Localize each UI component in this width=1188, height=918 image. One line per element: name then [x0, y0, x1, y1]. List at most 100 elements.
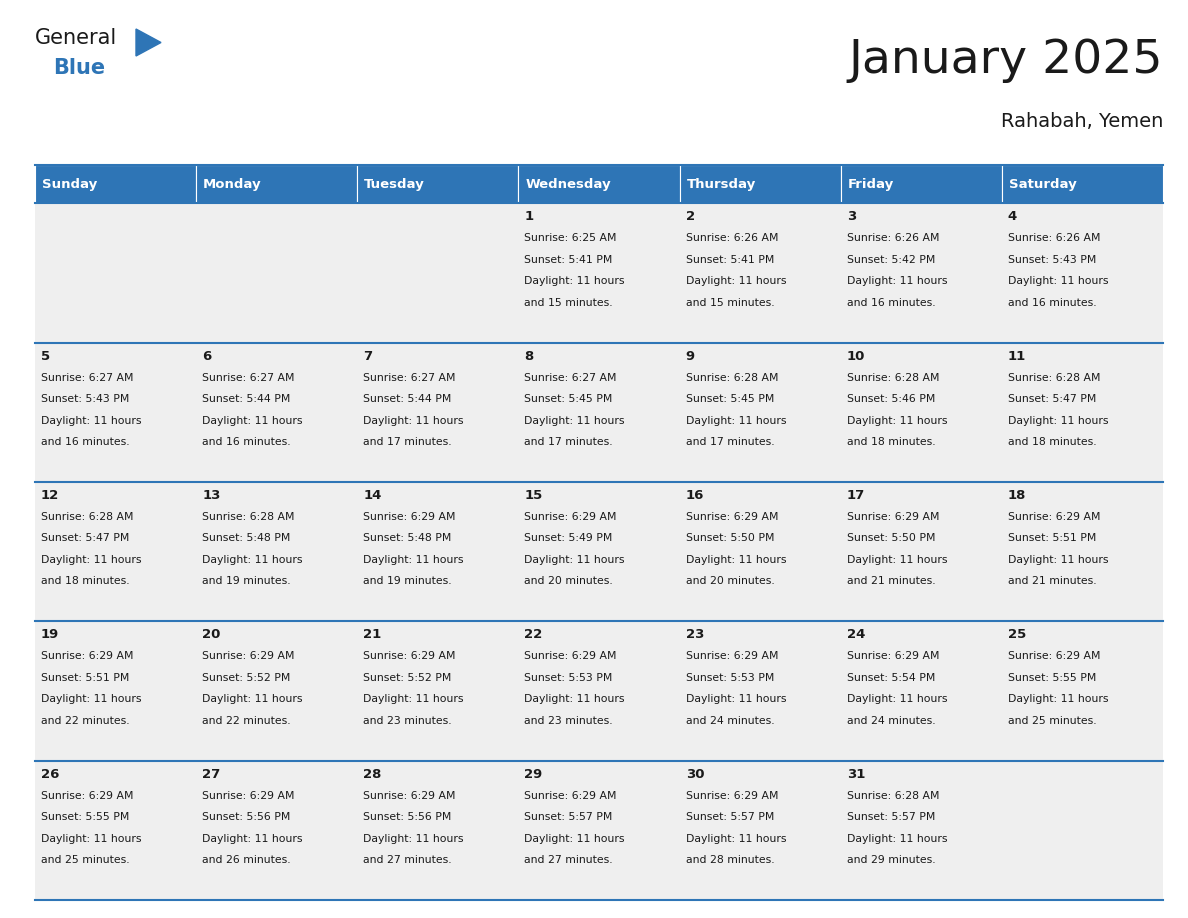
Text: 11: 11	[1007, 350, 1026, 363]
Text: January 2025: January 2025	[848, 38, 1163, 83]
Text: Daylight: 11 hours: Daylight: 11 hours	[847, 276, 947, 286]
Text: Daylight: 11 hours: Daylight: 11 hours	[42, 834, 141, 844]
Text: 30: 30	[685, 767, 704, 780]
Text: Sunset: 5:46 PM: Sunset: 5:46 PM	[847, 394, 935, 404]
Text: Sunset: 5:54 PM: Sunset: 5:54 PM	[847, 673, 935, 683]
Bar	[358, 621, 518, 761]
Text: Daylight: 11 hours: Daylight: 11 hours	[364, 834, 463, 844]
Bar	[680, 203, 841, 342]
Text: and 21 minutes.: and 21 minutes.	[1007, 577, 1097, 587]
Text: 2: 2	[685, 210, 695, 223]
Text: and 15 minutes.: and 15 minutes.	[685, 297, 775, 308]
Bar	[841, 621, 1001, 761]
Text: Daylight: 11 hours: Daylight: 11 hours	[847, 834, 947, 844]
Bar	[518, 761, 680, 900]
Bar	[1001, 342, 1163, 482]
Text: Daylight: 11 hours: Daylight: 11 hours	[847, 416, 947, 426]
Text: and 23 minutes.: and 23 minutes.	[364, 716, 451, 726]
Bar	[196, 621, 358, 761]
Text: and 24 minutes.: and 24 minutes.	[685, 716, 775, 726]
Text: 20: 20	[202, 628, 221, 642]
Text: Daylight: 11 hours: Daylight: 11 hours	[202, 694, 303, 704]
Bar	[841, 482, 1001, 621]
Text: Sunset: 5:53 PM: Sunset: 5:53 PM	[685, 673, 773, 683]
Text: Daylight: 11 hours: Daylight: 11 hours	[685, 555, 786, 565]
Text: Daylight: 11 hours: Daylight: 11 hours	[364, 694, 463, 704]
Bar	[358, 482, 518, 621]
Text: and 29 minutes.: and 29 minutes.	[847, 856, 935, 865]
Text: and 19 minutes.: and 19 minutes.	[364, 577, 451, 587]
Text: and 16 minutes.: and 16 minutes.	[1007, 297, 1097, 308]
Text: Daylight: 11 hours: Daylight: 11 hours	[685, 276, 786, 286]
Text: and 18 minutes.: and 18 minutes.	[1007, 437, 1097, 447]
Text: Daylight: 11 hours: Daylight: 11 hours	[42, 416, 141, 426]
Text: Daylight: 11 hours: Daylight: 11 hours	[1007, 555, 1108, 565]
Text: Sunset: 5:55 PM: Sunset: 5:55 PM	[1007, 673, 1097, 683]
Text: 16: 16	[685, 489, 704, 502]
Bar	[841, 203, 1001, 342]
Text: Sunrise: 6:28 AM: Sunrise: 6:28 AM	[202, 512, 295, 522]
Text: and 27 minutes.: and 27 minutes.	[524, 856, 613, 865]
Text: Sunset: 5:45 PM: Sunset: 5:45 PM	[685, 394, 773, 404]
Text: 3: 3	[847, 210, 857, 223]
Text: Blue: Blue	[53, 58, 105, 78]
Text: Daylight: 11 hours: Daylight: 11 hours	[202, 416, 303, 426]
Text: and 25 minutes.: and 25 minutes.	[1007, 716, 1097, 726]
Text: Sunrise: 6:28 AM: Sunrise: 6:28 AM	[1007, 373, 1100, 383]
Text: Daylight: 11 hours: Daylight: 11 hours	[685, 694, 786, 704]
Text: 27: 27	[202, 767, 221, 780]
Text: Sunrise: 6:29 AM: Sunrise: 6:29 AM	[202, 651, 295, 661]
Text: Sunset: 5:47 PM: Sunset: 5:47 PM	[1007, 394, 1097, 404]
Text: Daylight: 11 hours: Daylight: 11 hours	[524, 694, 625, 704]
Text: Daylight: 11 hours: Daylight: 11 hours	[685, 834, 786, 844]
Text: and 22 minutes.: and 22 minutes.	[202, 716, 291, 726]
Bar	[34, 342, 196, 482]
Text: Sunrise: 6:29 AM: Sunrise: 6:29 AM	[685, 651, 778, 661]
Text: Daylight: 11 hours: Daylight: 11 hours	[364, 416, 463, 426]
Text: Daylight: 11 hours: Daylight: 11 hours	[524, 276, 625, 286]
Text: 13: 13	[202, 489, 221, 502]
Text: 29: 29	[524, 767, 543, 780]
Text: Sunrise: 6:27 AM: Sunrise: 6:27 AM	[524, 373, 617, 383]
Bar	[196, 482, 358, 621]
Bar	[680, 342, 841, 482]
Text: and 28 minutes.: and 28 minutes.	[685, 856, 775, 865]
Text: and 18 minutes.: and 18 minutes.	[42, 577, 129, 587]
Bar	[358, 342, 518, 482]
Bar	[1001, 482, 1163, 621]
Text: 7: 7	[364, 350, 372, 363]
Bar	[358, 761, 518, 900]
Bar	[841, 761, 1001, 900]
Text: and 20 minutes.: and 20 minutes.	[524, 577, 613, 587]
Bar	[34, 165, 196, 203]
Text: Sunrise: 6:29 AM: Sunrise: 6:29 AM	[364, 651, 456, 661]
Text: and 17 minutes.: and 17 minutes.	[524, 437, 613, 447]
Text: Sunset: 5:49 PM: Sunset: 5:49 PM	[524, 533, 613, 543]
Text: Sunset: 5:50 PM: Sunset: 5:50 PM	[685, 533, 775, 543]
Text: Sunset: 5:57 PM: Sunset: 5:57 PM	[524, 812, 613, 823]
Text: Sunset: 5:57 PM: Sunset: 5:57 PM	[685, 812, 773, 823]
Text: Daylight: 11 hours: Daylight: 11 hours	[524, 555, 625, 565]
Text: 21: 21	[364, 628, 381, 642]
Text: Sunset: 5:42 PM: Sunset: 5:42 PM	[847, 254, 935, 264]
Text: Sunset: 5:48 PM: Sunset: 5:48 PM	[364, 533, 451, 543]
Text: 24: 24	[847, 628, 865, 642]
Text: and 25 minutes.: and 25 minutes.	[42, 856, 129, 865]
Text: Sunset: 5:56 PM: Sunset: 5:56 PM	[202, 812, 291, 823]
Bar	[196, 342, 358, 482]
Bar	[518, 482, 680, 621]
Bar	[1001, 165, 1163, 203]
Text: Sunset: 5:53 PM: Sunset: 5:53 PM	[524, 673, 613, 683]
Text: Sunrise: 6:29 AM: Sunrise: 6:29 AM	[42, 651, 133, 661]
Bar	[841, 165, 1001, 203]
Text: Sunrise: 6:29 AM: Sunrise: 6:29 AM	[685, 512, 778, 522]
Text: Sunrise: 6:29 AM: Sunrise: 6:29 AM	[1007, 651, 1100, 661]
Text: Sunrise: 6:26 AM: Sunrise: 6:26 AM	[847, 233, 940, 243]
Text: 15: 15	[524, 489, 543, 502]
Text: Sunset: 5:44 PM: Sunset: 5:44 PM	[202, 394, 291, 404]
Bar	[196, 203, 358, 342]
Text: Daylight: 11 hours: Daylight: 11 hours	[847, 694, 947, 704]
Text: Sunrise: 6:29 AM: Sunrise: 6:29 AM	[42, 790, 133, 800]
Text: 5: 5	[42, 350, 50, 363]
Text: Sunset: 5:43 PM: Sunset: 5:43 PM	[1007, 254, 1097, 264]
